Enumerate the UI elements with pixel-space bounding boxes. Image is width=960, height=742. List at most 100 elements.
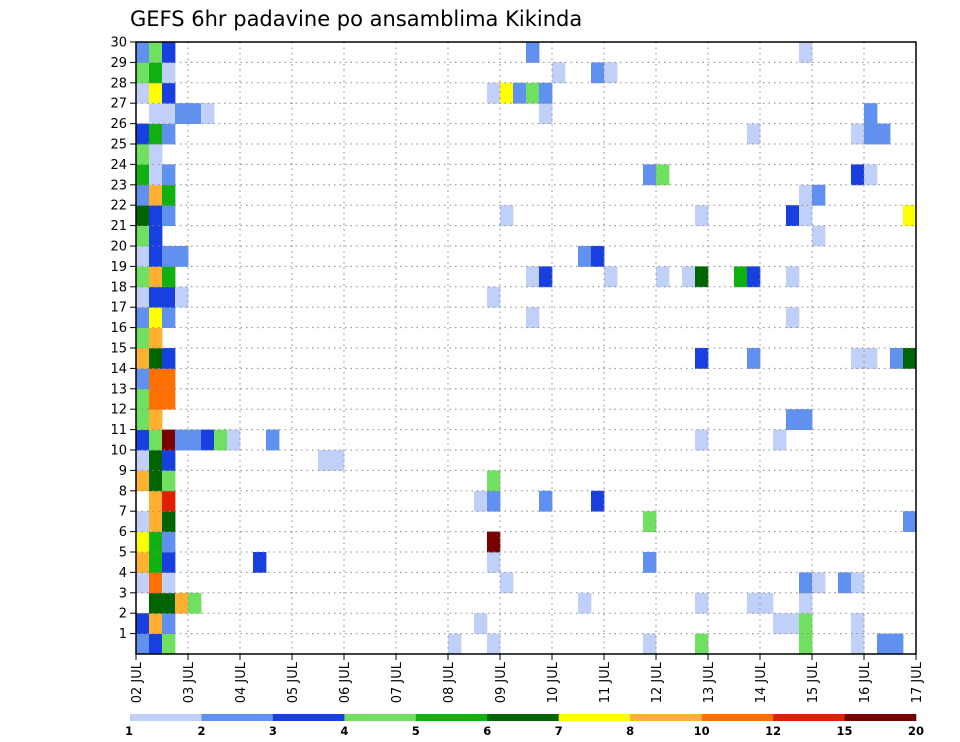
heatmap-cell — [136, 144, 150, 165]
x-tick-label: 16 JUL — [858, 661, 873, 703]
heatmap-cell — [136, 184, 150, 206]
heatmap-cell — [188, 429, 202, 451]
heatmap-cell — [487, 490, 501, 512]
heatmap-cell — [643, 552, 657, 573]
y-tick-label: 6 — [119, 525, 127, 540]
heatmap-cell — [136, 62, 150, 84]
heatmap-cell — [864, 348, 878, 369]
heatmap-cell — [149, 164, 163, 186]
heatmap-cell — [162, 572, 176, 594]
heatmap-cell — [175, 286, 189, 308]
heatmap-cell — [162, 307, 176, 328]
x-tick-label: 05 JUL — [286, 661, 301, 703]
heatmap-cell — [149, 307, 163, 328]
heatmap-cell — [149, 368, 163, 390]
y-tick-label: 25 — [110, 138, 127, 153]
heatmap-cell — [136, 42, 150, 63]
x-tick-label: 14 JUL — [754, 661, 769, 703]
heatmap-cell — [526, 42, 540, 63]
x-tick-label: 10 JUL — [546, 661, 561, 703]
heatmap-cell — [474, 490, 488, 512]
heatmap-cell — [812, 225, 826, 247]
heatmap-cell — [149, 246, 163, 267]
legend-swatch — [487, 714, 560, 721]
x-tick-label: 13 JUL — [702, 661, 717, 703]
heatmap-cell — [162, 531, 176, 553]
heatmap-cell — [487, 286, 501, 308]
legend-tick-label: 15 — [837, 724, 853, 738]
legend-tick-label: 1 — [125, 724, 133, 738]
heatmap-cell — [136, 470, 150, 492]
heatmap-cell — [695, 205, 709, 226]
heatmap-cell — [188, 103, 202, 124]
x-tick-label: 07 JUL — [390, 661, 405, 703]
heatmap-cell — [851, 572, 865, 594]
heatmap-cell — [578, 592, 592, 614]
heatmap-cell — [760, 592, 774, 614]
heatmap-cell — [227, 429, 241, 451]
heatmap-cell — [162, 42, 176, 63]
heatmap-cell — [214, 429, 228, 451]
heatmap-cell — [175, 246, 189, 267]
legend-tick-label: 12 — [765, 724, 781, 738]
heatmap-cell — [539, 490, 553, 512]
heatmap-cell — [162, 82, 176, 104]
legend-tick-label: 3 — [269, 724, 277, 738]
y-tick-label: 9 — [119, 464, 127, 479]
heatmap-cell — [149, 592, 163, 614]
heatmap-cell — [149, 62, 163, 84]
y-tick-label: 17 — [110, 301, 127, 316]
heatmap-cell — [695, 592, 709, 614]
heatmap-cell — [162, 613, 176, 634]
y-tick-label: 10 — [110, 444, 127, 459]
y-tick-label: 28 — [110, 76, 127, 91]
heatmap-cell — [162, 348, 176, 369]
legend-swatch — [201, 714, 274, 721]
heatmap-cell — [266, 429, 280, 451]
heatmap-cell — [838, 572, 852, 594]
heatmap-cell — [799, 592, 813, 614]
y-tick-label: 15 — [110, 342, 127, 357]
heatmap-cell — [799, 205, 813, 226]
heatmap-cell — [149, 82, 163, 104]
heatmap-cell — [851, 633, 865, 655]
y-tick-label: 24 — [110, 158, 127, 173]
heatmap-cell — [526, 266, 540, 288]
x-tick-label: 04 JUL — [234, 661, 249, 703]
heatmap-cell — [812, 184, 826, 206]
heatmap-cell — [799, 42, 813, 63]
legend-tick-label: 2 — [197, 724, 205, 738]
heatmap-cell — [162, 103, 176, 124]
y-tick-label: 29 — [110, 56, 127, 71]
x-tick-label: 02 JUL — [130, 661, 145, 703]
legend-tick-label: 6 — [483, 724, 491, 738]
heatmap-cell — [747, 123, 761, 145]
heatmap-cell — [448, 633, 462, 655]
legend-swatch — [844, 714, 917, 721]
heatmap-cell — [149, 572, 163, 594]
heatmap-cell — [136, 409, 150, 430]
heatmap-cell — [188, 592, 202, 614]
heatmap-cell — [162, 368, 176, 390]
heatmap-cell — [799, 184, 813, 206]
heatmap-cell — [149, 613, 163, 634]
y-tick-label: 13 — [110, 382, 127, 397]
heatmap-cell — [578, 246, 592, 267]
y-tick-label: 4 — [119, 566, 127, 581]
x-tick-label: 03 JUL — [182, 661, 197, 703]
heatmap-cell — [526, 82, 540, 104]
y-tick-label: 7 — [119, 505, 127, 520]
heatmap-cell — [136, 286, 150, 308]
heatmap-cell — [149, 388, 163, 410]
x-tick-label: 17 JUL — [910, 661, 925, 703]
legend-tick-label: 10 — [694, 724, 710, 738]
heatmap-cell — [149, 286, 163, 308]
y-tick-label: 3 — [119, 586, 127, 601]
heatmap-cell — [851, 613, 865, 634]
y-tick-label: 21 — [110, 219, 127, 234]
heatmap-cell — [747, 592, 761, 614]
heatmap-cell — [786, 409, 800, 430]
y-tick-label: 8 — [119, 484, 127, 499]
heatmap-cell — [149, 552, 163, 573]
heatmap-cell — [526, 307, 540, 328]
